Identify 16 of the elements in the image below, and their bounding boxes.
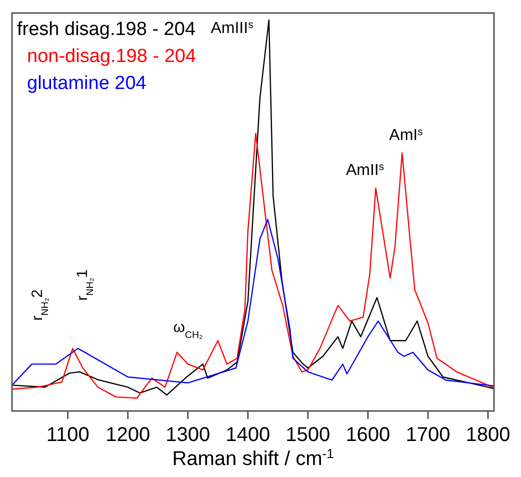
x-axis-title: Raman shift / cm$^{-1}$ bbox=[172, 446, 334, 470]
text: glutamine 204 bbox=[27, 73, 147, 94]
x-tick-label: 1800 bbox=[466, 424, 510, 446]
x-tick-label: 1300 bbox=[166, 424, 210, 446]
annotation: ω$_{CH₂}$ bbox=[173, 319, 204, 340]
x-tick-label: 1100 bbox=[46, 424, 90, 446]
x-tick-label: 1700 bbox=[406, 424, 450, 446]
annotation: AmIII$^{s}$ bbox=[210, 20, 254, 37]
text: fresh disag.198 - 204 bbox=[17, 19, 196, 40]
text: non-disag.198 - 204 bbox=[27, 46, 196, 67]
annotation: AmI$^{s}$ bbox=[389, 126, 423, 144]
x-tick-label: 1600 bbox=[346, 424, 390, 446]
x-tick-label: 1400 bbox=[226, 424, 270, 446]
annotation: AmII$^{s}$ bbox=[346, 162, 384, 179]
x-tick-label: 1200 bbox=[106, 424, 150, 446]
x-tick-label: 1500 bbox=[286, 424, 330, 446]
